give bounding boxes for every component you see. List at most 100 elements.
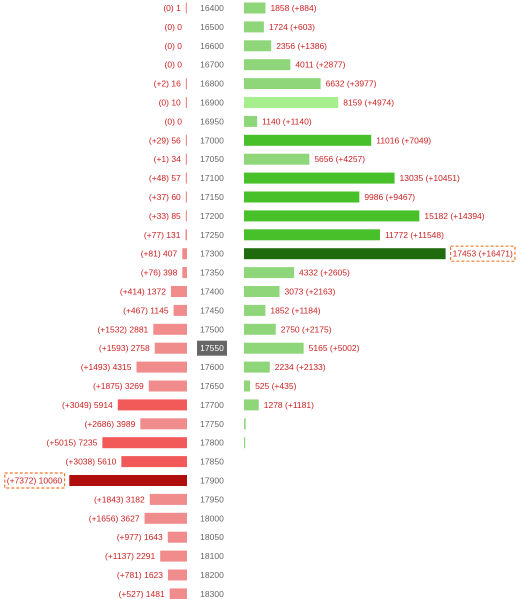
call-oi-label: 11016 (+7049): [376, 135, 431, 145]
put-oi-label: (+77) 131: [144, 230, 181, 240]
put-oi-label: (0) 0: [165, 41, 183, 51]
put-oi-bar: [136, 361, 187, 373]
call-oi-bar: [244, 437, 246, 449]
put-oi-bar: [167, 531, 187, 543]
put-oi-bar: [140, 418, 187, 430]
strike-label: 16800: [200, 79, 224, 89]
strike-label: 17500: [200, 324, 224, 334]
put-oi-label: (+7372) 10060: [7, 476, 63, 486]
call-oi-label: 11772 (+11548): [385, 230, 444, 240]
call-oi-bar: [244, 304, 266, 316]
call-oi-bar: [244, 418, 246, 430]
put-oi-label: (+2686) 3989: [85, 419, 136, 429]
strike-label: 16900: [200, 98, 224, 108]
strike-label: 17700: [200, 400, 224, 410]
put-oi-label: (+1) 34: [154, 154, 181, 164]
strike-label: 17450: [200, 305, 224, 315]
put-oi-bar: [117, 399, 187, 411]
call-max-box: [449, 245, 516, 262]
strike-label: 17350: [200, 268, 224, 278]
call-oi-bar: [244, 210, 420, 222]
put-oi-bar: [144, 512, 187, 524]
put-oi-label: (+977) 1643: [117, 532, 163, 542]
put-oi-label: (+467) 1145: [123, 305, 169, 315]
put-oi-bar: [185, 210, 187, 222]
strike-label: 17800: [200, 438, 224, 448]
put-oi-bar: [185, 2, 187, 14]
put-oi-label: (+1532) 2881: [97, 324, 148, 334]
strike-label: 17300: [200, 249, 224, 259]
call-oi-label: 15182 (+14394): [424, 211, 484, 221]
put-oi-bar: [185, 97, 187, 108]
call-oi-label: 2750 (+2175): [281, 324, 332, 334]
put-oi-bar: [173, 304, 187, 316]
call-oi-bar: [244, 380, 251, 392]
put-oi-bar: [185, 229, 187, 241]
strike-label: 18200: [200, 570, 224, 580]
put-oi-label: (0) 0: [165, 60, 183, 70]
put-oi-label: (+1137) 2291: [105, 551, 155, 561]
put-oi-label: (+1593) 2758: [99, 343, 150, 353]
strike-label: 17650: [200, 381, 224, 391]
strike-label: 17150: [200, 192, 224, 202]
strike-label: 17600: [200, 362, 224, 372]
put-oi-label: (+1493) 4315: [81, 362, 132, 372]
put-max-box: [4, 472, 66, 489]
put-oi-bar: [148, 380, 187, 392]
call-oi-label: 1724 (+603): [269, 22, 315, 32]
call-oi-label: 1278 (+1181): [264, 400, 314, 410]
put-oi-label: (+3038) 5610: [66, 457, 117, 467]
call-oi-bar: [244, 267, 295, 279]
call-oi-bar: [244, 248, 446, 260]
put-oi-label: (+1656) 3627: [89, 513, 140, 523]
call-oi-label: 13035 (+10451): [400, 173, 460, 183]
put-oi-label: (+76) 398: [141, 268, 178, 278]
strike-label: 17250: [200, 230, 224, 240]
strike-label: 18000: [200, 513, 224, 523]
put-oi-label: (0) 10: [159, 98, 181, 108]
call-oi-bar: [244, 323, 276, 335]
call-oi-label: 8159 (+4974): [343, 98, 394, 108]
call-oi-label: 3073 (+2163): [284, 287, 335, 297]
strike-label: 17050: [200, 154, 224, 164]
strike-label: 18050: [200, 532, 224, 542]
call-oi-label: 1140 (+1140): [262, 116, 312, 126]
put-oi-bar: [169, 588, 187, 599]
put-oi-label: (+33) 85: [149, 211, 181, 221]
strike-label: 17200: [200, 211, 224, 221]
call-oi-label: 1852 (+1184): [270, 305, 320, 315]
put-oi-bar: [168, 569, 187, 581]
put-oi-label: (+37) 60: [149, 192, 181, 202]
call-oi-label: 5656 (+4257): [314, 154, 365, 164]
atm-strike-highlight: [197, 340, 227, 356]
strike-label: 16950: [200, 116, 224, 126]
strike-label: 17000: [200, 135, 224, 145]
put-oi-label: (0) 1: [163, 3, 181, 13]
call-oi-bar: [244, 172, 395, 184]
put-oi-label: (0) 0: [165, 116, 183, 126]
put-oi-bar: [102, 437, 187, 449]
call-oi-bar: [244, 115, 258, 127]
call-oi-bar: [244, 21, 264, 33]
put-oi-bar: [153, 323, 187, 335]
put-oi-label: (+781) 1623: [117, 570, 163, 580]
put-oi-bar: [185, 153, 187, 165]
strike-label: 18100: [200, 551, 224, 561]
call-oi-bar: [244, 59, 291, 71]
strike-label: 18300: [200, 589, 224, 599]
put-oi-label: (+5015) 7235: [47, 438, 98, 448]
call-oi-bar: [244, 134, 372, 146]
put-oi-bar: [182, 267, 187, 279]
put-oi-label: (+3049) 5914: [62, 400, 113, 410]
strike-label: 17550: [200, 343, 224, 353]
call-oi-bar: [244, 342, 304, 354]
call-oi-bar: [244, 399, 259, 411]
strike-label: 17100: [200, 173, 224, 183]
strike-label: 16400: [200, 3, 224, 13]
call-oi-bar: [244, 2, 266, 14]
put-oi-bar: [182, 248, 187, 260]
call-oi-label: 9986 (+9467): [364, 192, 415, 202]
put-oi-label: (+1875) 3269: [93, 381, 144, 391]
put-oi-bar: [121, 456, 187, 468]
